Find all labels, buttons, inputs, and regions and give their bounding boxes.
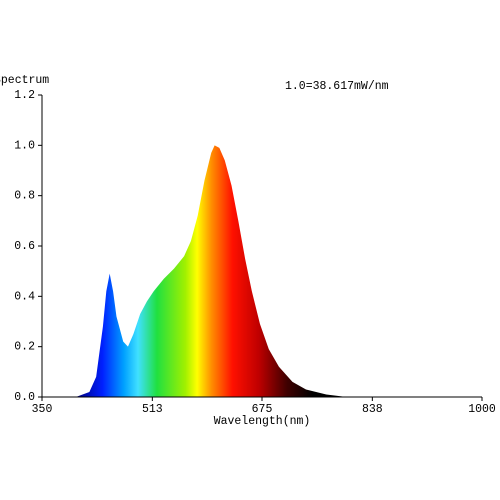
spectrum-area [42, 145, 482, 397]
x-tick-label: 513 [142, 403, 163, 416]
annotation: 1.0=38.617mW/nm [285, 80, 389, 93]
y-tick-label: 1.0 [14, 139, 35, 152]
x-tick-label: 838 [362, 403, 383, 416]
y-tick-label: 0.2 [14, 341, 35, 354]
y-tick-label: 1.2 [14, 89, 35, 102]
y-tick-label: 0.8 [14, 190, 35, 203]
y-tick-label: 0.0 [14, 391, 35, 404]
y-tick-label: 0.4 [14, 290, 35, 303]
x-tick-label: 675 [252, 403, 273, 416]
y-tick-label: 0.6 [14, 240, 35, 253]
y-axis-label: Spectrum [0, 74, 49, 87]
x-tick-label: 1000 [468, 403, 496, 416]
x-axis-label: Wavelength(nm) [214, 415, 311, 428]
x-tick-label: 350 [32, 403, 53, 416]
